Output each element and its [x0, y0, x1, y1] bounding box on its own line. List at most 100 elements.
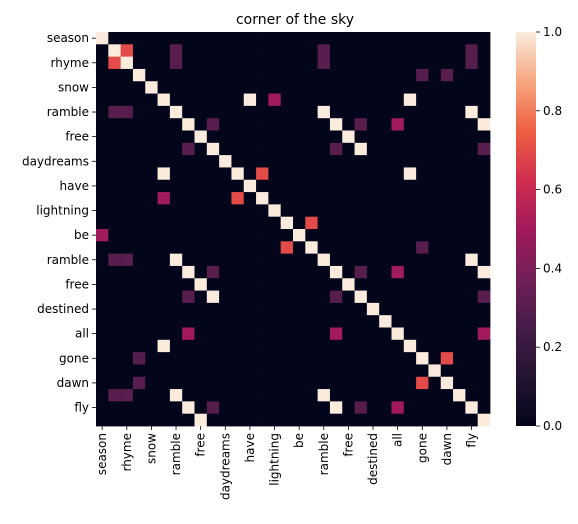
heatmap-cell [231, 413, 245, 427]
x-tick-label: free [194, 433, 208, 457]
heatmap-cell [145, 352, 158, 365]
heatmap-cell [145, 229, 158, 242]
heatmap-cell [416, 352, 429, 365]
heatmap-cell [243, 56, 257, 70]
heatmap-cell [268, 352, 282, 365]
heatmap-cell [243, 401, 257, 415]
heatmap-cell [182, 142, 195, 156]
heatmap-cell [379, 167, 392, 181]
heatmap-cell [231, 130, 245, 144]
heatmap-cell [96, 105, 109, 119]
heatmap-cell [305, 339, 319, 353]
heatmap-cell [256, 253, 269, 267]
heatmap-cell [206, 376, 220, 390]
heatmap-cell [379, 241, 392, 255]
heatmap-cell [256, 229, 269, 242]
heatmap-cell [366, 352, 380, 365]
heatmap-cell [132, 364, 146, 378]
heatmap-cell [256, 339, 269, 353]
colorbar-tick-label: 0.4 [543, 261, 562, 275]
heatmap-cell [256, 364, 269, 378]
x-tick-label: snow [144, 433, 158, 464]
heatmap-cell [268, 179, 282, 193]
heatmap-cell [268, 413, 282, 427]
heatmap-cell [305, 44, 319, 58]
heatmap-cell [379, 179, 392, 193]
heatmap-cell [120, 265, 134, 279]
heatmap-cell [416, 155, 429, 168]
heatmap-cell [120, 32, 134, 45]
heatmap-cell [256, 118, 269, 131]
heatmap-cell [194, 389, 208, 402]
heatmap-cell [194, 68, 208, 82]
heatmap-cell [169, 93, 183, 107]
heatmap-cell [477, 32, 491, 45]
heatmap-cell [256, 81, 269, 94]
heatmap-cell [391, 167, 405, 181]
heatmap-cell [317, 142, 331, 156]
heatmap-cell [329, 389, 343, 402]
heatmap-cell [453, 32, 466, 45]
heatmap-cell [108, 229, 122, 242]
x-tick-label: be [292, 433, 306, 448]
heatmap-cell [169, 339, 183, 353]
heatmap-cell [206, 155, 220, 168]
heatmap-cell [132, 241, 146, 255]
heatmap-cell [145, 315, 158, 328]
heatmap-cell [206, 142, 220, 156]
heatmap-cell [96, 376, 109, 390]
heatmap-cell [96, 179, 109, 193]
heatmap-cell [219, 315, 232, 328]
heatmap-cell [453, 142, 466, 156]
heatmap-cell [120, 105, 134, 119]
heatmap-cell [219, 105, 232, 119]
heatmap-cell [157, 105, 171, 119]
heatmap-cell [182, 339, 195, 353]
heatmap-cell [354, 130, 368, 144]
heatmap-cell [256, 56, 269, 70]
heatmap-cell [366, 241, 380, 255]
heatmap-cell [108, 241, 122, 255]
heatmap-cell [366, 253, 380, 267]
heatmap-cell [453, 364, 466, 378]
heatmap-cell [465, 105, 479, 119]
heatmap-cell [329, 315, 343, 328]
heatmap-cell [391, 204, 405, 218]
heatmap-cell [219, 142, 232, 156]
heatmap-cell [157, 93, 171, 107]
heatmap-cell [157, 179, 171, 193]
heatmap-cell [268, 56, 282, 70]
heatmap-cell [391, 253, 405, 267]
heatmap-cell [453, 352, 466, 365]
heatmap-cell [440, 216, 454, 230]
heatmap-cell [157, 142, 171, 156]
heatmap-cell [403, 278, 417, 291]
heatmap-cell [132, 327, 146, 341]
heatmap-cell [145, 253, 158, 267]
heatmap-cell [354, 376, 368, 390]
heatmap-cell [132, 413, 146, 427]
heatmap-cell [391, 290, 405, 304]
heatmap-cell [403, 376, 417, 390]
heatmap-cell [305, 302, 319, 316]
heatmap-cell [329, 265, 343, 279]
heatmap-cell [477, 118, 491, 131]
heatmap-cell [465, 179, 479, 193]
heatmap-cell [329, 229, 343, 242]
heatmap-cell [194, 352, 208, 365]
heatmap-cell [329, 44, 343, 58]
heatmap-cell [465, 376, 479, 390]
heatmap-cell [379, 413, 392, 427]
heatmap-cell [219, 81, 232, 94]
heatmap-cell [293, 118, 306, 131]
heatmap-cell [293, 130, 306, 144]
colorbar-tick-label: 0.0 [543, 419, 562, 433]
heatmap-cell [366, 315, 380, 328]
heatmap-cell [219, 327, 232, 341]
heatmap-cell [305, 315, 319, 328]
heatmap-cell [280, 93, 294, 107]
x-tick-label: ramble [317, 433, 331, 475]
heatmap-cell [317, 216, 331, 230]
colorbar-tick-label: 1.0 [543, 25, 562, 39]
heatmap-cell [477, 167, 491, 181]
